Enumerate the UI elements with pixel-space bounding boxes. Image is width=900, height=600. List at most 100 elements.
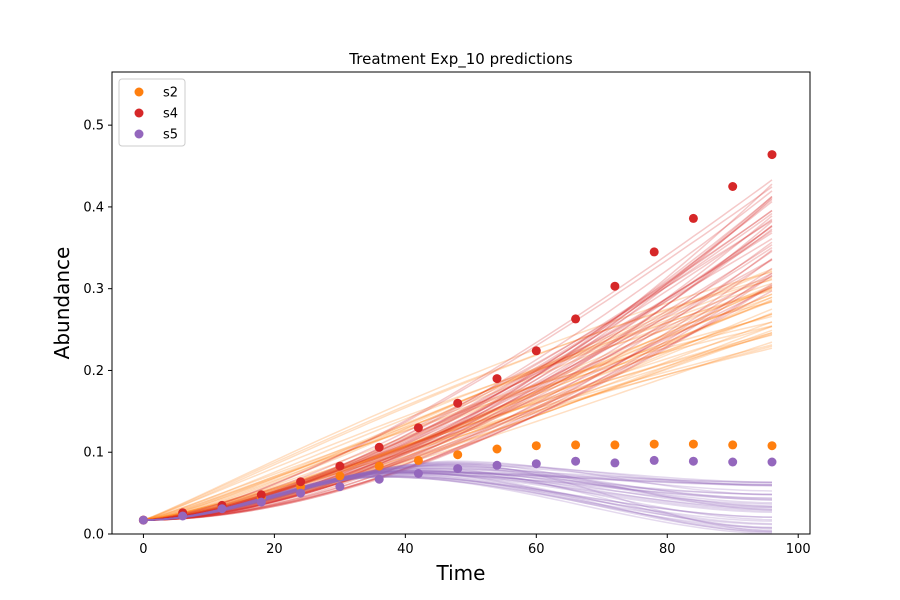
prediction-curve-s2 <box>143 312 773 521</box>
data-point-s5 <box>335 482 345 492</box>
prediction-curve-s2 <box>143 308 773 521</box>
data-point-s2 <box>374 461 384 471</box>
x-tick-label: 100 <box>786 542 811 557</box>
data-point-s4 <box>492 374 502 384</box>
x-tick-label: 40 <box>397 542 414 557</box>
prediction-curve-s4 <box>143 286 773 521</box>
prediction-curve-s2 <box>143 345 773 521</box>
plot-frame <box>111 71 811 535</box>
y-tick-label: 0.1 <box>83 446 104 461</box>
prediction-curve-s5 <box>143 472 773 521</box>
prediction-curve-s4 <box>143 201 773 521</box>
prediction-curve-s4 <box>143 274 773 521</box>
prediction-curve-s5 <box>143 471 773 534</box>
prediction-curve-s2 <box>143 341 773 521</box>
prediction-curve-s2 <box>143 296 773 521</box>
legend-marker-s2 <box>134 87 144 97</box>
prediction-curve-s5 <box>143 474 773 533</box>
data-point-s5 <box>178 511 188 521</box>
prediction-curve-s2 <box>143 331 773 521</box>
prediction-curve-s4 <box>143 274 773 521</box>
x-tick-label: 60 <box>528 542 545 557</box>
prediction-curve-s4 <box>143 258 773 521</box>
legend-box <box>118 78 186 147</box>
prediction-curve-s4 <box>143 179 773 521</box>
data-point-s4 <box>571 314 581 324</box>
data-point-s4 <box>688 213 698 223</box>
prediction-curve-s4 <box>143 210 773 521</box>
y-axis-label: Abundance <box>50 247 74 360</box>
data-point-s5 <box>728 457 738 467</box>
x-tick-label: 0 <box>139 542 147 557</box>
prediction-curve-s5 <box>143 471 773 521</box>
data-point-s2 <box>413 455 423 465</box>
prediction-curve-s2 <box>143 293 773 521</box>
prediction-curve-s2 <box>143 325 773 521</box>
prediction-curve-s4 <box>143 221 773 521</box>
prediction-curve-s4 <box>143 272 773 521</box>
data-point-s5 <box>688 456 698 466</box>
prediction-curve-s4 <box>143 212 773 521</box>
prediction-curve-s5 <box>143 471 773 521</box>
prediction-curve-s2 <box>143 315 773 521</box>
data-point-s5 <box>571 456 581 466</box>
prediction-curve-s4 <box>143 228 773 521</box>
prediction-curve-s2 <box>143 321 773 521</box>
prediction-curve-s4 <box>143 246 773 521</box>
prediction-curve-s4 <box>143 290 773 521</box>
prediction-curve-s5 <box>143 471 773 521</box>
prediction-curve-s5 <box>143 472 773 521</box>
prediction-curve-s5 <box>143 460 773 521</box>
data-point-s5 <box>138 515 148 525</box>
prediction-curves <box>143 179 773 535</box>
x-axis-ticks: 0 20 40 60 80 100 <box>139 534 811 557</box>
data-point-s2 <box>453 450 463 460</box>
prediction-curve-s5 <box>143 475 773 521</box>
prediction-curve-s2 <box>143 321 773 521</box>
data-point-s2 <box>571 440 581 450</box>
prediction-curve-s4 <box>143 209 773 521</box>
legend-label-s2: s2 <box>163 86 178 101</box>
data-point-s2 <box>610 440 620 450</box>
prediction-curve-s4 <box>143 183 773 521</box>
data-point-s5 <box>374 474 384 484</box>
data-point-s5 <box>256 497 266 507</box>
prediction-curve-s2 <box>143 299 773 521</box>
legend: s2 s4 s5 <box>118 78 186 147</box>
prediction-curve-s2 <box>143 313 773 521</box>
data-point-s2 <box>767 441 777 451</box>
prediction-curve-s2 <box>143 296 773 521</box>
prediction-curve-s4 <box>143 197 773 521</box>
prediction-curve-s2 <box>143 289 773 521</box>
prediction-curve-s2 <box>143 344 773 521</box>
prediction-curve-s4 <box>143 215 773 521</box>
prediction-curve-s4 <box>143 230 773 521</box>
prediction-curve-s4 <box>143 224 773 521</box>
prediction-curve-s4 <box>143 257 773 521</box>
prediction-curve-s5 <box>143 473 773 525</box>
prediction-curve-s4 <box>143 196 773 521</box>
prediction-curve-s4 <box>143 225 773 521</box>
prediction-curve-s4 <box>143 267 773 521</box>
prediction-curve-s4 <box>143 250 773 521</box>
data-point-s4 <box>374 442 384 452</box>
y-tick-label: 0.4 <box>83 200 104 215</box>
prediction-curve-s4 <box>143 218 773 521</box>
prediction-curve-s5 <box>143 476 773 529</box>
y-axis-ticks: 0.0 0.1 0.2 0.3 0.4 0.5 <box>83 119 112 543</box>
data-point-s5 <box>413 469 423 478</box>
prediction-curve-s2 <box>143 279 773 521</box>
data-point-s5 <box>217 504 227 514</box>
data-point-s2 <box>492 444 502 454</box>
x-tick-label: 80 <box>659 542 676 557</box>
data-point-s4 <box>728 182 738 191</box>
data-point-s2 <box>649 439 659 449</box>
data-points <box>138 150 777 525</box>
data-point-s5 <box>610 458 620 468</box>
data-point-s5 <box>453 464 463 474</box>
prediction-curve-s2 <box>143 276 773 521</box>
prediction-curve-s4 <box>143 238 773 521</box>
prediction-curve-s4 <box>143 259 773 521</box>
y-tick-label: 0.2 <box>83 364 104 379</box>
legend-label-s4: s4 <box>163 107 178 122</box>
